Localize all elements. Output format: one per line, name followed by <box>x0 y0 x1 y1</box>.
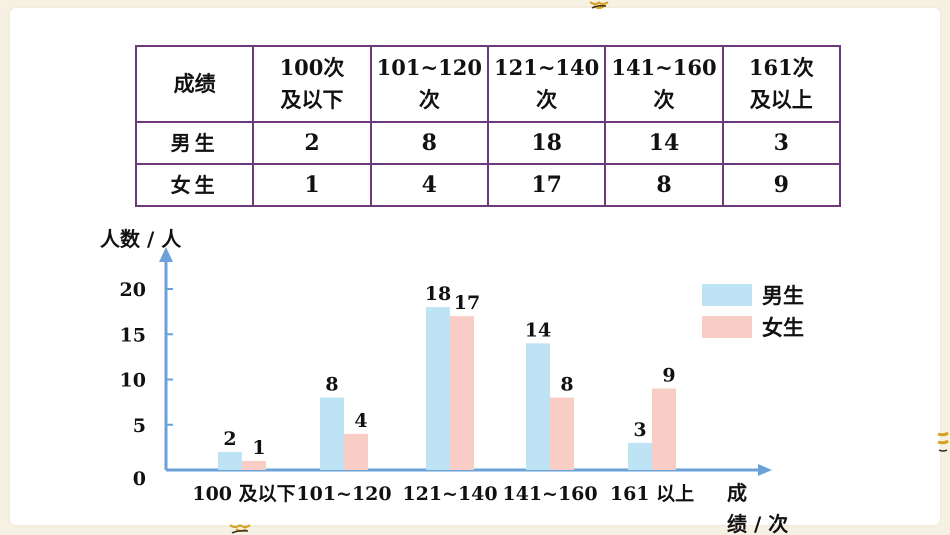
data-label-girls: 1 <box>252 437 265 459</box>
y-tick-label: 0 <box>133 468 146 490</box>
y-tick-label: 15 <box>120 324 146 346</box>
bar-girls <box>242 461 266 470</box>
x-axis-title: 成 <box>727 481 747 505</box>
bar-girls <box>550 398 574 470</box>
data-label-girls: 8 <box>560 374 573 396</box>
y-tick-label: 5 <box>133 415 146 437</box>
bar-girls <box>652 389 676 470</box>
legend-swatch <box>702 316 752 338</box>
bar-boys <box>426 307 450 470</box>
bar-boys <box>526 343 550 470</box>
x-tick-label: 121~140 <box>402 483 497 505</box>
legend-swatch <box>702 284 752 306</box>
bar-boys <box>628 443 652 470</box>
x-axis-title-cont: 绩 / 次 <box>727 512 788 535</box>
data-label-boys: 18 <box>425 283 451 305</box>
legend-label: 女生 <box>762 315 804 340</box>
x-tick-label: 141~160 <box>502 483 597 505</box>
bar-boys <box>218 452 242 470</box>
data-label-boys: 14 <box>525 319 551 341</box>
data-label-girls: 17 <box>454 292 480 314</box>
legend-label: 男生 <box>762 283 804 308</box>
y-axis-title: 人数 / 人 <box>100 227 182 251</box>
x-axis-arrow <box>758 464 772 476</box>
data-label-boys: 3 <box>633 419 646 441</box>
y-tick-label: 10 <box>120 370 146 392</box>
y-tick-label: 20 <box>120 279 146 301</box>
data-label-girls: 9 <box>662 365 675 387</box>
x-tick-label: 161 以上 <box>610 483 694 505</box>
bar-girls <box>450 316 474 470</box>
data-label-girls: 4 <box>354 410 367 432</box>
x-tick-label: 100 及以下 <box>192 483 295 505</box>
bar-boys <box>320 398 344 470</box>
data-label-boys: 8 <box>325 374 338 396</box>
data-label-boys: 2 <box>223 428 236 450</box>
bar-girls <box>344 434 368 470</box>
x-tick-label: 101~120 <box>296 483 391 505</box>
